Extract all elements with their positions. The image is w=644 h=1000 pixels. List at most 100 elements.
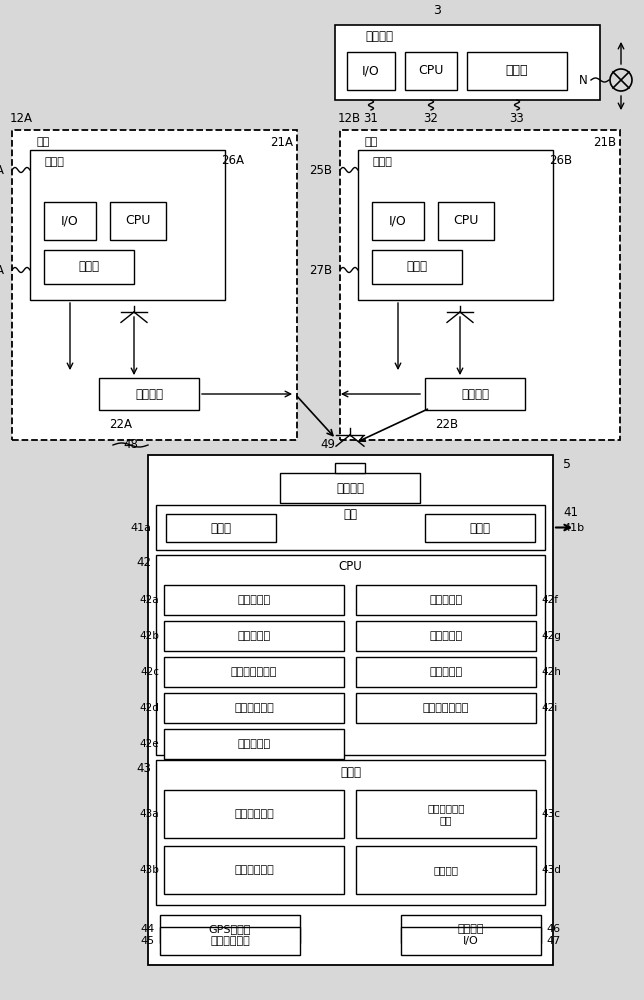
Text: 无线模块: 无线模块 — [336, 482, 364, 494]
Text: 存储器: 存储器 — [340, 766, 361, 778]
Text: I/O: I/O — [362, 64, 380, 78]
Text: 无线模块: 无线模块 — [461, 387, 489, 400]
Bar — [356, 657, 536, 687]
Bar — [164, 729, 344, 759]
Text: 电梯: 电梯 — [37, 137, 50, 147]
Bar — [467, 52, 567, 90]
Text: 41a: 41a — [130, 523, 151, 533]
Bar — [356, 846, 536, 894]
Text: 本机位置信息: 本机位置信息 — [234, 809, 274, 819]
Bar — [335, 463, 365, 473]
Text: I/O: I/O — [389, 215, 407, 228]
Text: 32: 32 — [424, 111, 439, 124]
Bar — [425, 378, 525, 410]
Text: 42a: 42a — [139, 595, 159, 605]
Text: 47: 47 — [546, 936, 560, 946]
Text: 图像判定部: 图像判定部 — [430, 631, 462, 641]
Text: 控制盘: 控制盘 — [373, 157, 393, 167]
Text: 26A: 26A — [222, 153, 245, 166]
Bar — [372, 202, 424, 240]
Text: 42g: 42g — [541, 631, 561, 641]
Text: 44: 44 — [141, 924, 155, 934]
Text: 26B: 26B — [549, 153, 573, 166]
Text: 5: 5 — [563, 458, 571, 472]
Bar — [280, 473, 420, 503]
Bar — [156, 760, 545, 905]
Text: 33: 33 — [509, 111, 524, 124]
Bar — [156, 505, 545, 550]
Text: 46: 46 — [546, 924, 560, 934]
Text: 42e: 42e — [139, 739, 159, 749]
Text: 42d: 42d — [139, 703, 159, 713]
Text: 43c: 43c — [541, 809, 560, 819]
Text: 41: 41 — [563, 506, 578, 520]
Text: 42f: 42f — [541, 595, 558, 605]
Text: I/O: I/O — [463, 936, 479, 946]
Text: 电梯: 电梯 — [365, 137, 378, 147]
Bar — [335, 25, 600, 100]
Text: CPU: CPU — [453, 215, 478, 228]
Text: 43a: 43a — [139, 809, 159, 819]
Text: 43b: 43b — [139, 865, 159, 875]
Text: CPU: CPU — [339, 560, 363, 574]
Bar — [160, 915, 300, 943]
Text: GPS接收部: GPS接收部 — [209, 924, 251, 934]
Text: 加速度传感器: 加速度传感器 — [210, 936, 250, 946]
Bar — [405, 52, 457, 90]
Text: 模块位置校正
信息: 模块位置校正 信息 — [427, 803, 465, 825]
Text: 位置确定部: 位置确定部 — [238, 631, 270, 641]
Bar — [160, 927, 300, 955]
Text: 45: 45 — [141, 936, 155, 946]
Text: 中央装置: 中央装置 — [365, 30, 393, 43]
Text: 22A: 22A — [109, 418, 132, 430]
Bar — [358, 150, 553, 300]
Text: CPU: CPU — [126, 215, 151, 228]
Text: 41b: 41b — [563, 523, 584, 533]
Text: 控制盘: 控制盘 — [45, 157, 65, 167]
Text: 电子罗盘: 电子罗盘 — [458, 924, 484, 934]
Bar — [356, 790, 536, 838]
Bar — [156, 555, 545, 755]
Text: 模块位置信息: 模块位置信息 — [234, 865, 274, 875]
Text: 42c: 42c — [140, 667, 159, 677]
Bar — [356, 693, 536, 723]
Bar — [164, 585, 344, 615]
Text: 位置校正部: 位置校正部 — [430, 667, 462, 677]
Text: 42: 42 — [136, 556, 151, 570]
Bar — [148, 455, 553, 965]
Bar — [340, 130, 620, 440]
Bar — [44, 202, 96, 240]
Bar — [164, 693, 344, 723]
Text: 无线模块: 无线模块 — [135, 387, 163, 400]
Text: 通信控制部: 通信控制部 — [430, 595, 462, 605]
Text: 拍摄图像: 拍摄图像 — [433, 865, 459, 875]
Text: 3: 3 — [433, 3, 441, 16]
Bar — [347, 52, 395, 90]
Text: 组合判定部: 组合判定部 — [238, 739, 270, 749]
Text: 运行状态获取部: 运行状态获取部 — [423, 703, 469, 713]
Text: N: N — [578, 74, 587, 87]
Text: 电波检测部: 电波检测部 — [238, 595, 270, 605]
Bar — [99, 378, 199, 410]
Text: 21B: 21B — [593, 135, 616, 148]
Bar — [401, 915, 541, 943]
Bar — [110, 202, 166, 240]
Bar — [164, 790, 344, 838]
Bar — [356, 585, 536, 615]
Text: 27B: 27B — [309, 263, 332, 276]
Bar — [164, 846, 344, 894]
Text: 存储器: 存储器 — [406, 260, 428, 273]
Bar — [372, 250, 462, 284]
Text: 目标楼层登记部: 目标楼层登记部 — [231, 667, 277, 677]
Bar — [164, 621, 344, 651]
Text: 48: 48 — [123, 438, 138, 452]
Text: 42h: 42h — [541, 667, 561, 677]
Text: 22B: 22B — [435, 418, 458, 430]
Text: 选择部: 选择部 — [469, 522, 491, 534]
Text: 31: 31 — [364, 111, 379, 124]
Text: 43d: 43d — [541, 865, 561, 875]
Bar — [425, 514, 535, 542]
Bar — [12, 130, 297, 440]
Text: 12B: 12B — [338, 111, 361, 124]
Text: 21A: 21A — [270, 135, 294, 148]
